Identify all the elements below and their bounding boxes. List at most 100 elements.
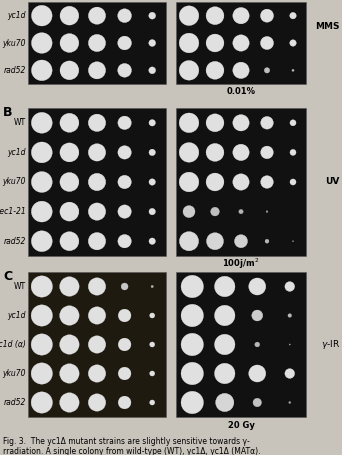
Circle shape [31, 33, 52, 53]
Circle shape [60, 306, 79, 325]
Text: Fig. 3.  The yc1Δ mutant strains are slightly sensitive towards γ-
rradiation. A: Fig. 3. The yc1Δ mutant strains are slig… [3, 437, 261, 455]
Text: yc1d: yc1d [8, 148, 26, 157]
Circle shape [88, 7, 106, 24]
Circle shape [31, 334, 52, 355]
Text: yku70: yku70 [2, 369, 26, 378]
Circle shape [118, 36, 131, 50]
Circle shape [214, 305, 235, 326]
Circle shape [181, 304, 203, 327]
Circle shape [88, 278, 106, 295]
Circle shape [261, 9, 274, 22]
Circle shape [206, 173, 224, 191]
Circle shape [118, 116, 131, 130]
Circle shape [118, 338, 131, 351]
Circle shape [60, 34, 79, 52]
Circle shape [149, 179, 156, 185]
Circle shape [149, 120, 156, 126]
Circle shape [60, 364, 79, 383]
Circle shape [31, 142, 52, 163]
Circle shape [261, 36, 274, 50]
Circle shape [249, 278, 266, 295]
Circle shape [265, 239, 269, 243]
Text: 100j/m$^2$: 100j/m$^2$ [222, 257, 260, 271]
Circle shape [31, 112, 52, 133]
Circle shape [60, 202, 79, 221]
Bar [28, 272, 166, 417]
Circle shape [252, 310, 263, 321]
Circle shape [118, 146, 131, 159]
Circle shape [285, 282, 294, 291]
Circle shape [255, 342, 260, 347]
Text: yc1d: yc1d [8, 11, 26, 20]
Circle shape [88, 62, 106, 79]
Text: rad52: rad52 [4, 237, 26, 246]
Circle shape [31, 276, 52, 297]
Circle shape [88, 144, 106, 161]
Circle shape [88, 336, 106, 353]
Circle shape [118, 396, 131, 409]
Circle shape [289, 401, 291, 404]
Circle shape [249, 365, 266, 382]
Circle shape [118, 175, 131, 189]
Circle shape [181, 391, 203, 414]
Circle shape [179, 172, 199, 192]
Circle shape [290, 40, 296, 46]
Circle shape [149, 40, 156, 46]
Circle shape [266, 211, 268, 212]
Circle shape [149, 238, 156, 244]
Circle shape [60, 6, 79, 25]
Text: C: C [3, 270, 12, 283]
Circle shape [150, 313, 155, 318]
Circle shape [233, 144, 249, 161]
Circle shape [179, 61, 199, 80]
Text: yku70: yku70 [2, 177, 26, 187]
Circle shape [150, 400, 155, 405]
Circle shape [118, 9, 131, 23]
Circle shape [118, 234, 131, 248]
Circle shape [60, 335, 79, 354]
Circle shape [239, 209, 243, 214]
Circle shape [233, 62, 249, 79]
Circle shape [149, 208, 156, 215]
Text: 20 Gy: 20 Gy [227, 420, 254, 430]
Circle shape [60, 277, 79, 296]
Circle shape [88, 114, 106, 131]
Circle shape [31, 201, 52, 222]
Text: MMS: MMS [316, 22, 340, 31]
Circle shape [183, 206, 195, 217]
Circle shape [88, 307, 106, 324]
Circle shape [31, 60, 52, 81]
Circle shape [60, 172, 79, 192]
Circle shape [233, 35, 249, 51]
Circle shape [285, 369, 294, 379]
Circle shape [60, 232, 79, 251]
Text: WT: WT [14, 118, 26, 127]
Circle shape [118, 309, 131, 322]
Bar [176, 2, 306, 84]
Circle shape [179, 33, 199, 53]
Circle shape [214, 363, 235, 384]
Text: rad52: rad52 [4, 66, 26, 75]
Circle shape [180, 232, 199, 251]
Circle shape [150, 342, 155, 347]
Circle shape [179, 6, 199, 25]
Circle shape [118, 205, 131, 218]
Circle shape [292, 241, 293, 242]
Circle shape [31, 363, 52, 384]
Circle shape [207, 233, 224, 250]
Circle shape [261, 176, 273, 188]
Circle shape [181, 334, 203, 356]
Circle shape [261, 116, 273, 129]
Circle shape [253, 398, 262, 407]
Circle shape [149, 149, 156, 156]
Text: yc1d (α): yc1d (α) [0, 340, 26, 349]
Text: 0.01%: 0.01% [226, 87, 255, 96]
Circle shape [88, 173, 106, 191]
Text: B: B [3, 106, 13, 119]
Circle shape [121, 283, 128, 290]
Circle shape [289, 344, 290, 345]
Circle shape [118, 367, 131, 380]
Circle shape [206, 34, 224, 52]
Text: rad52: rad52 [4, 398, 26, 407]
Text: yku70: yku70 [2, 39, 26, 47]
